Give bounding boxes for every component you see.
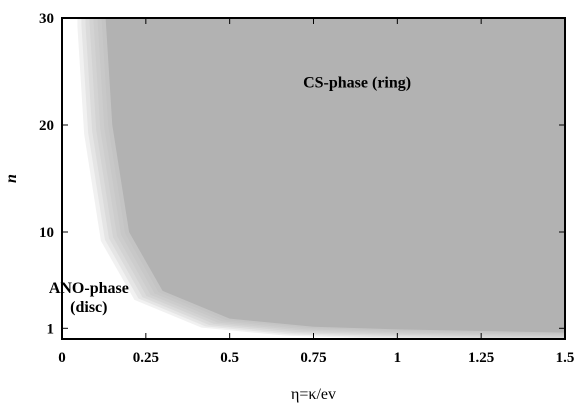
x-tick-label: 1.5 [556, 350, 575, 366]
axis-ticks [61, 17, 566, 339]
plot-area [77, 18, 565, 339]
x-tick-label: 0.75 [300, 350, 326, 366]
y-axis-label: n [3, 174, 20, 183]
region-label: CS-phase (ring) [303, 75, 411, 92]
tick-labels: 0 0.25 0.5 0.75 1 1.25 1.5 1 10 20 30 [39, 11, 574, 366]
x-tick-label: 0.25 [133, 350, 159, 366]
cs-phase-region [105, 18, 565, 333]
y-tick-label: 20 [39, 118, 54, 134]
region-labels: ANO-phase (disc) CS-phase (ring) [49, 75, 411, 316]
y-tick-label: 10 [39, 225, 54, 241]
x-axis-label: η=κ/ev [291, 386, 336, 403]
x-tick-label: 1 [394, 350, 402, 366]
y-tick-label: 1 [47, 321, 55, 337]
x-tick-label: 0 [58, 350, 66, 366]
y-tick-label: 30 [39, 11, 54, 27]
x-tick-label: 0.5 [220, 350, 239, 366]
x-tick-label: 1.25 [468, 350, 494, 366]
region-label: (disc) [70, 299, 107, 316]
region-label: ANO-phase [49, 280, 129, 297]
